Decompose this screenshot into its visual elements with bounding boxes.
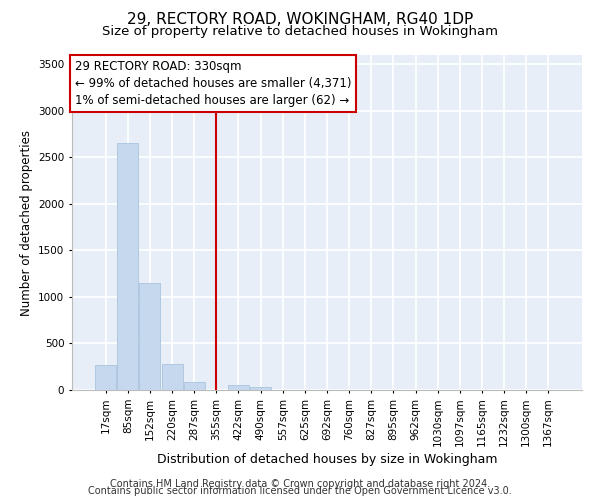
- Bar: [228, 385, 249, 390]
- Bar: [184, 382, 205, 390]
- Text: 29, RECTORY ROAD, WOKINGHAM, RG40 1DP: 29, RECTORY ROAD, WOKINGHAM, RG40 1DP: [127, 12, 473, 28]
- Text: Size of property relative to detached houses in Wokingham: Size of property relative to detached ho…: [102, 25, 498, 38]
- Bar: [139, 283, 160, 390]
- Text: 29 RECTORY ROAD: 330sqm
← 99% of detached houses are smaller (4,371)
1% of semi-: 29 RECTORY ROAD: 330sqm ← 99% of detache…: [74, 60, 351, 107]
- Bar: [161, 364, 182, 390]
- Bar: [250, 386, 271, 390]
- Y-axis label: Number of detached properties: Number of detached properties: [20, 130, 32, 316]
- Text: Contains HM Land Registry data © Crown copyright and database right 2024.: Contains HM Land Registry data © Crown c…: [110, 479, 490, 489]
- Bar: [95, 365, 116, 390]
- Text: Contains public sector information licensed under the Open Government Licence v3: Contains public sector information licen…: [88, 486, 512, 496]
- Bar: [118, 144, 139, 390]
- X-axis label: Distribution of detached houses by size in Wokingham: Distribution of detached houses by size …: [157, 454, 497, 466]
